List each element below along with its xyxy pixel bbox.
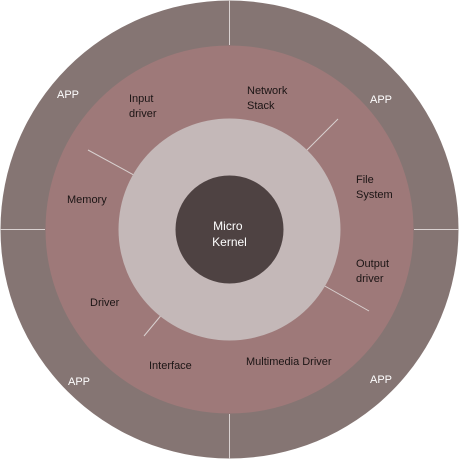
interface-label: Interface [149, 360, 192, 372]
outer-ring-labels: APP APP APP APP [57, 89, 392, 388]
app-label-bottom-left: APP [68, 376, 90, 388]
multimedia-driver-label: Multimedia Driver [246, 356, 332, 368]
input-driver-label: Input driver [129, 93, 157, 120]
service-labels: Input driver Network Stack File System M… [67, 85, 393, 372]
app-label-bottom-right: APP [370, 374, 392, 386]
network-stack-label: Network Stack [247, 85, 290, 112]
app-label-top-left: APP [57, 89, 79, 101]
micro-kernel-core [175, 175, 284, 284]
output-driver-label: Output driver [356, 258, 392, 285]
memory-label: Memory [67, 194, 107, 206]
app-label-top-right: APP [370, 94, 392, 106]
file-system-label: File System [356, 174, 393, 201]
driver-label: Driver [90, 297, 120, 309]
micro-kernel-label: Micro Kernel [212, 219, 247, 249]
